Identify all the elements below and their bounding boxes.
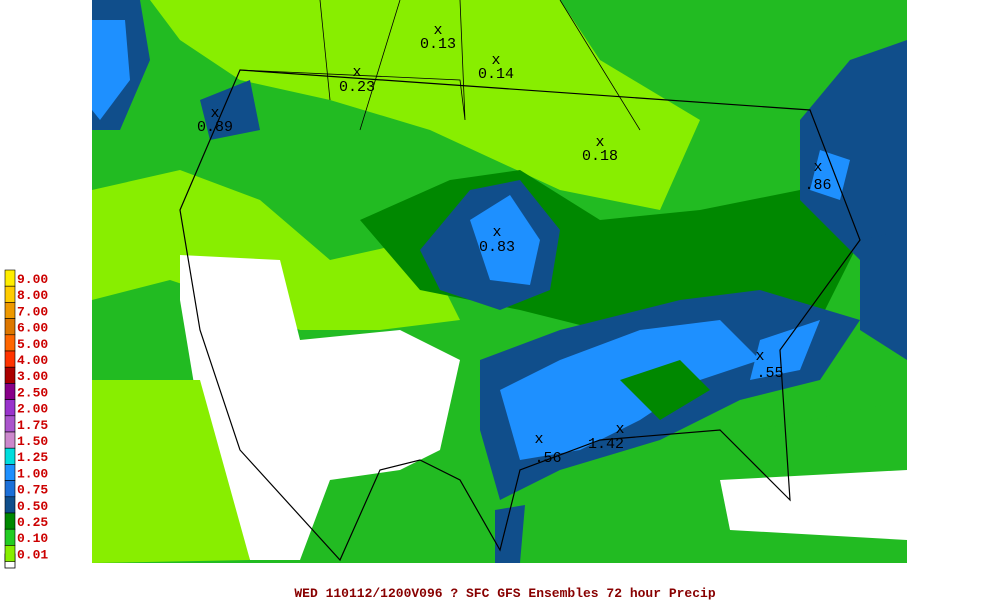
- legend-swatch: [4, 366, 16, 384]
- legend-swatch: [4, 447, 16, 465]
- annotations: x 0.13 x 0.14 x 0.23 x 0.89 x 0.18 x .86…: [197, 22, 832, 467]
- legend-label: 4.00: [17, 353, 48, 368]
- legend-swatch: [4, 464, 16, 481]
- legend-label: 3.00: [17, 369, 48, 384]
- legend-swatch: [4, 285, 16, 303]
- legend-label: 1.00: [17, 466, 48, 481]
- legend-label: 8.00: [17, 288, 48, 303]
- legend-swatch: [4, 528, 16, 546]
- extreme-precip-region: [92, 20, 130, 120]
- annotation-marker: x: [534, 431, 543, 448]
- light-precip-region: [92, 170, 460, 330]
- legend-swatch: [4, 302, 16, 319]
- legend-swatch: [4, 318, 16, 336]
- legend-label: 2.00: [17, 402, 48, 417]
- border-lines: [239, 0, 641, 131]
- precip-map: [92, 0, 907, 563]
- legend-swatch: [4, 496, 16, 514]
- annotation-marker: x: [433, 22, 442, 39]
- annotation-marker: x: [755, 348, 764, 365]
- legend-swatch: [4, 431, 16, 449]
- extreme-precip-region: [470, 195, 540, 285]
- annotation-value: 1.42: [588, 436, 624, 453]
- legend-swatch: [4, 399, 16, 417]
- legend-label: 0.75: [17, 483, 48, 498]
- annotation-value: 0.14: [478, 66, 514, 83]
- legend-swatch: [4, 545, 16, 562]
- annotation-value: 0.83: [479, 239, 515, 256]
- legend-swatch: [4, 383, 16, 400]
- legend-swatch: [4, 269, 16, 287]
- legend-label: 0.50: [17, 499, 48, 514]
- country-outline: [179, 69, 861, 562]
- very-heavy-precip-region: [495, 505, 525, 563]
- legend-label: 0.10: [17, 531, 48, 546]
- annotation-value: 0.18: [582, 148, 618, 165]
- legend-label: 2.50: [17, 385, 48, 400]
- annotation-value: .56: [534, 450, 561, 467]
- light-precip-region: [150, 0, 700, 210]
- legend-label: 9.00: [17, 272, 48, 287]
- annotation-marker: x: [595, 134, 604, 151]
- annotation-marker: x: [491, 52, 500, 69]
- no-precip-region: [720, 470, 907, 540]
- legend: 9.008.007.00 6.005.004.003.002.50 2.001.75…: [4, 269, 48, 569]
- annotation-marker: x: [615, 421, 624, 438]
- legend-label: 6.00: [17, 321, 48, 336]
- legend-label: 7.00: [17, 304, 48, 319]
- legend-swatch: [4, 512, 16, 530]
- very-heavy-precip-region: [800, 40, 907, 260]
- annotation-marker: x: [813, 159, 822, 176]
- legend-swatch: [4, 415, 16, 433]
- annotation-marker: x: [210, 105, 219, 122]
- legend-label: 1.50: [17, 434, 48, 449]
- legend-label: 1.25: [17, 450, 48, 465]
- legend-swatch: [4, 350, 16, 368]
- annotation-value: 0.89: [197, 119, 233, 136]
- legend-label: 0.25: [17, 515, 48, 530]
- light-precip-region: [92, 380, 250, 563]
- annotation-marker: x: [492, 224, 501, 241]
- very-heavy-precip-region: [200, 80, 260, 140]
- legend-swatch: [4, 480, 16, 498]
- heavy-precip-region: [620, 360, 710, 420]
- extreme-precip-region: [750, 320, 820, 380]
- annotation-value: .86: [804, 177, 831, 194]
- annotation-value: 0.13: [420, 36, 456, 53]
- annotation-value: .55: [756, 365, 783, 382]
- very-heavy-precip-region: [860, 230, 907, 360]
- legend-label: 5.00: [17, 337, 48, 352]
- footer-text: WED 110112/1200V096 ? SFC GFS Ensembles …: [294, 586, 715, 600]
- no-precip-region: [180, 255, 460, 560]
- legend-label: 0.01: [17, 547, 48, 562]
- legend-swatch: [4, 334, 16, 352]
- legend-label: 1.75: [17, 418, 48, 433]
- annotation-value: 0.23: [339, 79, 375, 96]
- annotation-marker: x: [352, 64, 361, 81]
